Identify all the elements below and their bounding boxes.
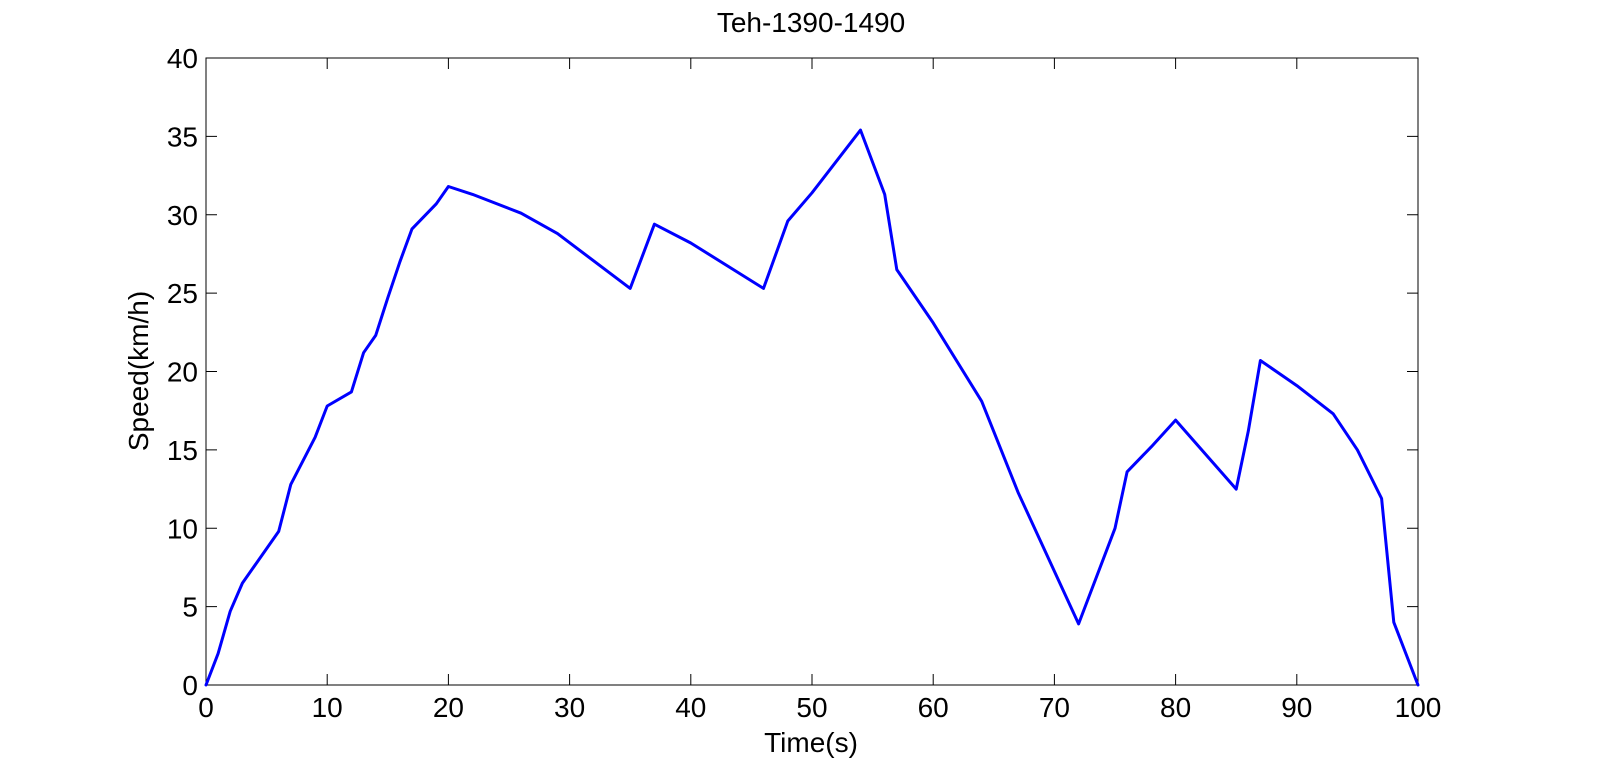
- x-tick-label: 10: [312, 692, 343, 723]
- y-axis-label: Speed(km/h): [123, 291, 154, 451]
- x-tick-label: 80: [1160, 692, 1191, 723]
- x-tick-label: 60: [918, 692, 949, 723]
- x-tick-label: 70: [1039, 692, 1070, 723]
- series-line: [204, 128, 1420, 687]
- chart-title: Teh-1390-1490: [717, 7, 905, 38]
- y-axis-tick-labels: 0 5 10 15 20 25 30 35 40: [167, 43, 198, 701]
- series-layer: [204, 128, 1420, 687]
- y-tick-label: 15: [167, 435, 198, 466]
- x-tick-label: 50: [796, 692, 827, 723]
- y-tick-label: 10: [167, 513, 198, 544]
- x-tick-label: 40: [675, 692, 706, 723]
- y-tick-label: 30: [167, 200, 198, 231]
- x-axis-label: Time(s): [764, 727, 858, 758]
- plot-frame: [205, 57, 1419, 686]
- x-tick-label: 30: [554, 692, 585, 723]
- x-tick-label: 0: [198, 692, 214, 723]
- x-tick-label: 100: [1395, 692, 1442, 723]
- x-tick-label: 90: [1281, 692, 1312, 723]
- y-tick-label: 0: [182, 670, 198, 701]
- y-tick-label: 40: [167, 43, 198, 74]
- x-axis-ticks: [205, 58, 1419, 685]
- x-tick-label: 20: [433, 692, 464, 723]
- y-tick-label: 5: [182, 592, 198, 623]
- x-axis-tick-labels: 0 10 20 30 40 50 60 70 80 90 100: [198, 692, 1441, 723]
- y-tick-label: 25: [167, 278, 198, 309]
- y-tick-label: 20: [167, 357, 198, 388]
- y-tick-label: 35: [167, 121, 198, 152]
- y-axis-ticks: [206, 57, 1418, 686]
